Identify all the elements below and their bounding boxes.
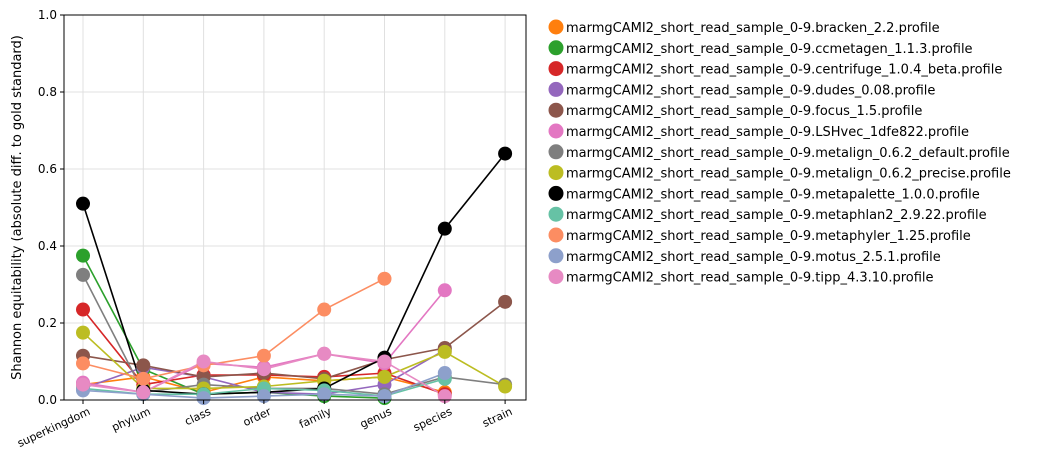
data-point: [437, 221, 452, 236]
data-point: [437, 344, 452, 359]
y-axis: 0.0 0.2 0.4 0.6 0.8 1.0: [38, 8, 64, 407]
y-tick-label: 0.6: [38, 162, 57, 176]
legend-marker: [548, 123, 564, 139]
x-tick-label: class: [183, 405, 213, 428]
legend-marker: [548, 144, 564, 160]
data-point: [76, 325, 90, 340]
series-points: [76, 146, 513, 406]
data-point: [196, 354, 211, 369]
legend-entry: marmgCAMI2_short_read_sample_0-9.bracken…: [566, 21, 940, 36]
data-point: [76, 267, 90, 282]
data-point: [76, 356, 90, 371]
x-tick-label: superkingdom: [15, 405, 92, 450]
legend-entry: marmgCAMI2_short_read_sample_0-9.ccmetag…: [566, 42, 973, 57]
x-axis: superkingdom phylum class order family genus s…: [15, 400, 514, 450]
legend-entry: marmgCAMI2_short_read_sample_0-9.tipp_4.…: [566, 271, 934, 286]
legend-entry: marmgCAMI2_short_read_sample_0-9.centrif…: [566, 63, 1002, 78]
data-point: [498, 294, 513, 309]
data-point: [196, 391, 211, 406]
legend-marker: [548, 102, 564, 118]
grid: [64, 14, 526, 401]
data-point: [76, 248, 90, 263]
legend-entry: marmgCAMI2_short_read_sample_0-9.metalig…: [566, 167, 1011, 182]
data-point: [256, 348, 271, 363]
x-tick-label: genus: [358, 405, 394, 431]
series-line: [82, 301, 506, 380]
legend-marker: [548, 206, 564, 222]
y-tick-label: 1.0: [38, 8, 57, 22]
data-point: [136, 385, 151, 400]
legend-marker: [548, 40, 564, 56]
y-axis-label: Shannon equitability (absolute diff. to …: [10, 35, 25, 380]
data-point: [256, 362, 271, 377]
data-point: [437, 283, 452, 298]
data-point: [498, 379, 513, 394]
legend-marker: [548, 248, 564, 264]
series-line: [82, 332, 506, 390]
data-point: [76, 196, 90, 211]
data-point: [317, 387, 332, 402]
legend: marmgCAMI2_short_read_sample_0-9.bracken…: [548, 19, 1011, 286]
data-point: [377, 354, 392, 369]
y-tick-label: 0.8: [38, 85, 57, 99]
legend-entry: marmgCAMI2_short_read_sample_0-9.LSHvec_…: [566, 125, 969, 140]
legend-marker: [548, 185, 564, 201]
legend-entry: marmgCAMI2_short_read_sample_0-9.metalig…: [566, 146, 1010, 161]
legend-entry: marmgCAMI2_short_read_sample_0-9.dudes_0…: [566, 83, 935, 98]
series-line: [82, 277, 385, 380]
legend-entry: marmgCAMI2_short_read_sample_0-9.metaphl…: [566, 208, 987, 223]
data-point: [498, 146, 513, 161]
legend-entry: marmgCAMI2_short_read_sample_0-9.metaphy…: [566, 229, 971, 244]
x-tick-label: order: [241, 405, 274, 429]
data-point: [76, 377, 90, 392]
data-point: [377, 369, 392, 384]
data-point: [136, 358, 151, 373]
legend-marker: [548, 19, 564, 35]
data-point: [377, 271, 392, 286]
legend-entry: marmgCAMI2_short_read_sample_0-9.motus_2…: [566, 250, 941, 265]
data-point: [76, 302, 90, 317]
series-line: [82, 153, 506, 396]
legend-marker: [548, 227, 564, 243]
x-tick-label: strain: [480, 405, 514, 430]
y-tick-label: 0.2: [38, 316, 57, 330]
x-tick-label: family: [297, 405, 334, 431]
y-tick-label: 0.4: [38, 239, 57, 253]
x-tick-label: species: [411, 405, 454, 434]
legend-marker: [548, 165, 564, 181]
data-point: [437, 366, 452, 381]
data-point: [317, 346, 332, 361]
data-point: [317, 302, 332, 317]
legend-entry: marmgCAMI2_short_read_sample_0-9.focus_1…: [566, 104, 922, 119]
legend-entry: marmgCAMI2_short_read_sample_0-9.metapal…: [566, 187, 980, 202]
legend-marker: [548, 269, 564, 285]
legend-marker: [548, 81, 564, 97]
plot-frame: [63, 14, 527, 401]
legend-marker: [548, 61, 564, 77]
data-point: [136, 371, 151, 386]
x-tick-label: phylum: [110, 405, 153, 434]
y-tick-label: 0.0: [38, 393, 57, 407]
